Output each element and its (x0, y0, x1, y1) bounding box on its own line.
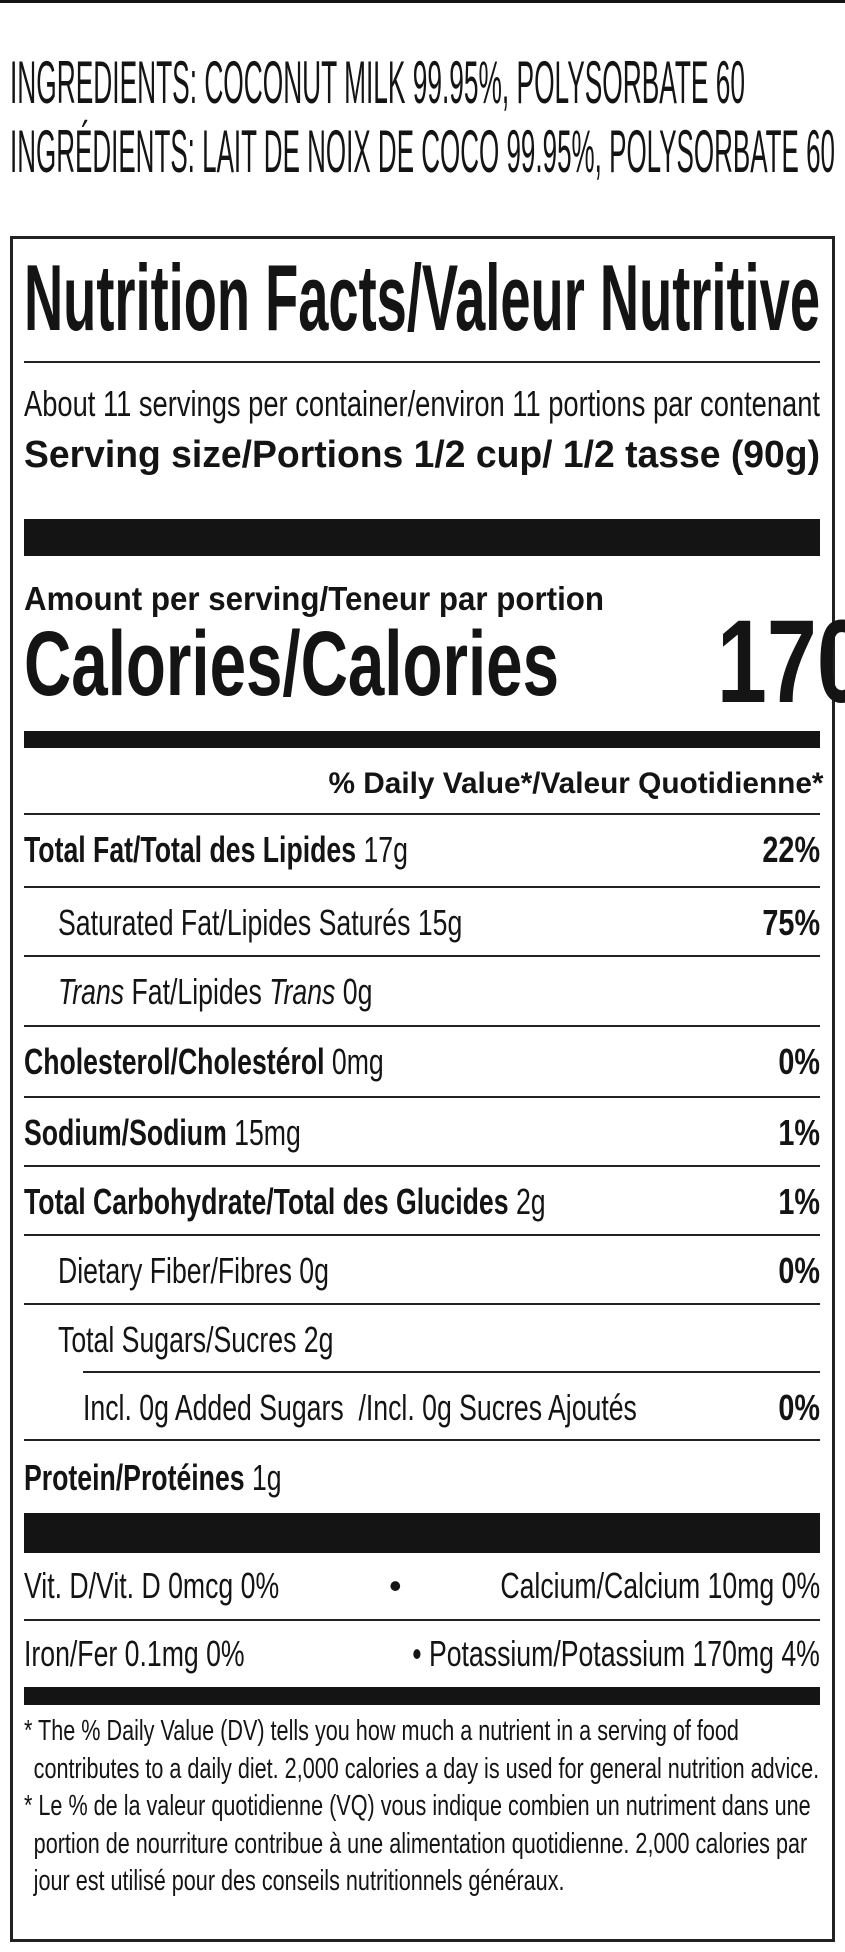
nutrient-name: Dietary Fiber/Fibres 0g (58, 1250, 329, 1291)
nutrient-name: Incl. 0g Added Sugars /Incl. 0g Sucres A… (83, 1387, 637, 1428)
nutrient-amount: 0mg (324, 1041, 384, 1082)
nutrient-name-italic: Trans (269, 971, 336, 1012)
divider (24, 1439, 820, 1441)
nutrient-row-total-sugars: Total Sugars/Sucres 2g (24, 1305, 820, 1374)
nutrient-name: Cholesterol/Cholestérol (24, 1041, 325, 1082)
nutrition-title: Nutrition Facts/Valeur Nutritive (24, 248, 820, 348)
nutrient-name: Protein/Protéines (24, 1457, 245, 1498)
nutrient-dv: 1% (778, 1181, 820, 1222)
nutrition-facts-panel (10, 236, 835, 1942)
amount-per-serving-text: Amount per serving/Teneur par portion (24, 580, 604, 617)
serving-size: Serving size/Portions 1/2 cup/ 1/2 tasse… (24, 430, 820, 480)
nutrient-row-cholesterol: Cholesterol/Cholestérol 0mg 0% (24, 1027, 820, 1096)
servings-per-container: About 11 servings per container/environ … (24, 381, 820, 427)
nutrient-row-carbohydrate: Total Carbohydrate/Total des Glucides 2g… (24, 1167, 820, 1236)
footnote-line: jour est utilisé pour des conseils nutri… (33, 1865, 565, 1897)
nutrient-name: Total Carbohydrate/Total des Glucides (24, 1181, 509, 1222)
nutrient-dv: 0% (778, 1041, 820, 1082)
divider (24, 1234, 820, 1236)
calories-value-text: 170 (716, 596, 845, 728)
divider (24, 1303, 820, 1305)
nutrient-amount: 17g (356, 829, 408, 870)
vitamin-d: Vit. D/Vit. D 0mcg 0% (24, 1565, 280, 1606)
nutrient-name: Total Fat/Total des Lipides (24, 829, 357, 870)
divider (24, 955, 820, 957)
divider (24, 1025, 820, 1027)
divider (83, 1371, 820, 1373)
thick-divider (24, 519, 820, 556)
footnotes: * The % Daily Value (DV) tells you how m… (24, 1713, 845, 1901)
ingredients-english: INGREDIENTS: COCONUT MILK 99.95%, POLYSO… (10, 48, 745, 118)
divider (24, 1165, 820, 1167)
potassium: • Potassium/Potassium 170mg 4% (412, 1633, 820, 1674)
bullet: • (389, 1565, 402, 1606)
calcium: Calcium/Calcium 10mg 0% (500, 1565, 820, 1606)
nutrient-row-fiber: Dietary Fiber/Fibres 0g 0% (24, 1236, 820, 1305)
dv-header-text: % Daily Value*/Valeur Quotidienne* (328, 767, 824, 800)
ingredients-label: INGREDIENTS: (10, 49, 198, 116)
calories-label-text: Calories/Calories (24, 613, 559, 715)
footnote-line: portion de nourriture contribue à une al… (33, 1827, 808, 1860)
nutrient-dv: 0% (778, 1387, 820, 1428)
calories-label: Calories/Calories (24, 618, 559, 710)
serving-size-text: Serving size/Portions 1/2 cup/ 1/2 tasse… (24, 434, 820, 476)
nutrient-name: Saturated Fat/Lipides Saturés 15g (58, 902, 463, 943)
divider (24, 1096, 820, 1098)
daily-value-header: % Daily Value*/Valeur Quotidienne* (325, 764, 824, 804)
footnote-line: * The % Daily Value (DV) tells you how m… (24, 1715, 739, 1747)
ingredients-text: COCONUT MILK 99.95%, POLYSORBATE 60 (197, 49, 745, 116)
iron: Iron/Fer 0.1mg 0% (24, 1633, 245, 1674)
servings-text: About 11 servings per container/environ … (24, 383, 820, 424)
nutrient-dv: 0% (778, 1250, 820, 1291)
vitamin-row-2: Iron/Fer 0.1mg 0% • Potassium/Potassium … (24, 1621, 820, 1687)
thick-divider (24, 1513, 820, 1553)
nutrient-amount: 1g (244, 1457, 282, 1498)
divider (24, 813, 820, 815)
nutrient-row-added-sugars: Incl. 0g Added Sugars /Incl. 0g Sucres A… (24, 1373, 820, 1442)
nutrient-row-sodium: Sodium/Sodium 15mg 1% (24, 1098, 820, 1167)
divider (24, 886, 820, 888)
nutrient-dv: 22% (762, 829, 820, 870)
medium-divider (24, 731, 820, 748)
ingredients-label-fr: INGRÉDIENTS: (10, 118, 195, 185)
nutrient-name-italic: Trans (58, 971, 125, 1012)
divider (24, 1619, 820, 1621)
ingredients-french: INGRÉDIENTS: LAIT DE NOIX DE COCO 99.95%… (10, 117, 835, 187)
ingredients-text-fr: LAIT DE NOIX DE COCO 99.95%, POLYSORBATE… (194, 118, 835, 185)
amount-per-serving: Amount per serving/Teneur par portion (24, 578, 604, 620)
nutrient-row-trans-fat: Trans Fat/Lipides Trans 0g (24, 957, 820, 1026)
nutrient-row-saturated-fat: Saturated Fat/Lipides Saturés 15g 75% (24, 888, 820, 957)
footnote-line: * Le % de la valeur quotidienne (VQ) vou… (24, 1790, 811, 1822)
title-text: Nutrition Facts/Valeur Nutritive (24, 245, 820, 350)
calories-value: 170 (670, 603, 845, 721)
nutrient-amount: 2g (508, 1181, 546, 1222)
nutrient-name: Sodium/Sodium (24, 1112, 227, 1153)
footnote-line: contributes to a daily diet. 2,000 calor… (33, 1752, 820, 1785)
nutrient-amount: 0g (335, 971, 373, 1012)
nutrient-row-protein: Protein/Protéines 1g (24, 1443, 820, 1512)
nutrient-amount: 15mg (226, 1112, 301, 1153)
nutrient-name: Fat/Lipides (124, 971, 270, 1012)
medium-divider (24, 1687, 820, 1705)
nutrient-dv: 75% (762, 902, 820, 943)
vitamin-row-1: Vit. D/Vit. D 0mcg 0% • Calcium/Calcium … (24, 1553, 820, 1619)
nutrient-dv: 1% (778, 1112, 820, 1153)
nutrient-row-total-fat: Total Fat/Total des Lipides 17g 22% (24, 815, 820, 884)
nutrient-name: Total Sugars/Sucres 2g (58, 1319, 334, 1360)
top-border (0, 0, 845, 3)
divider (24, 361, 820, 363)
